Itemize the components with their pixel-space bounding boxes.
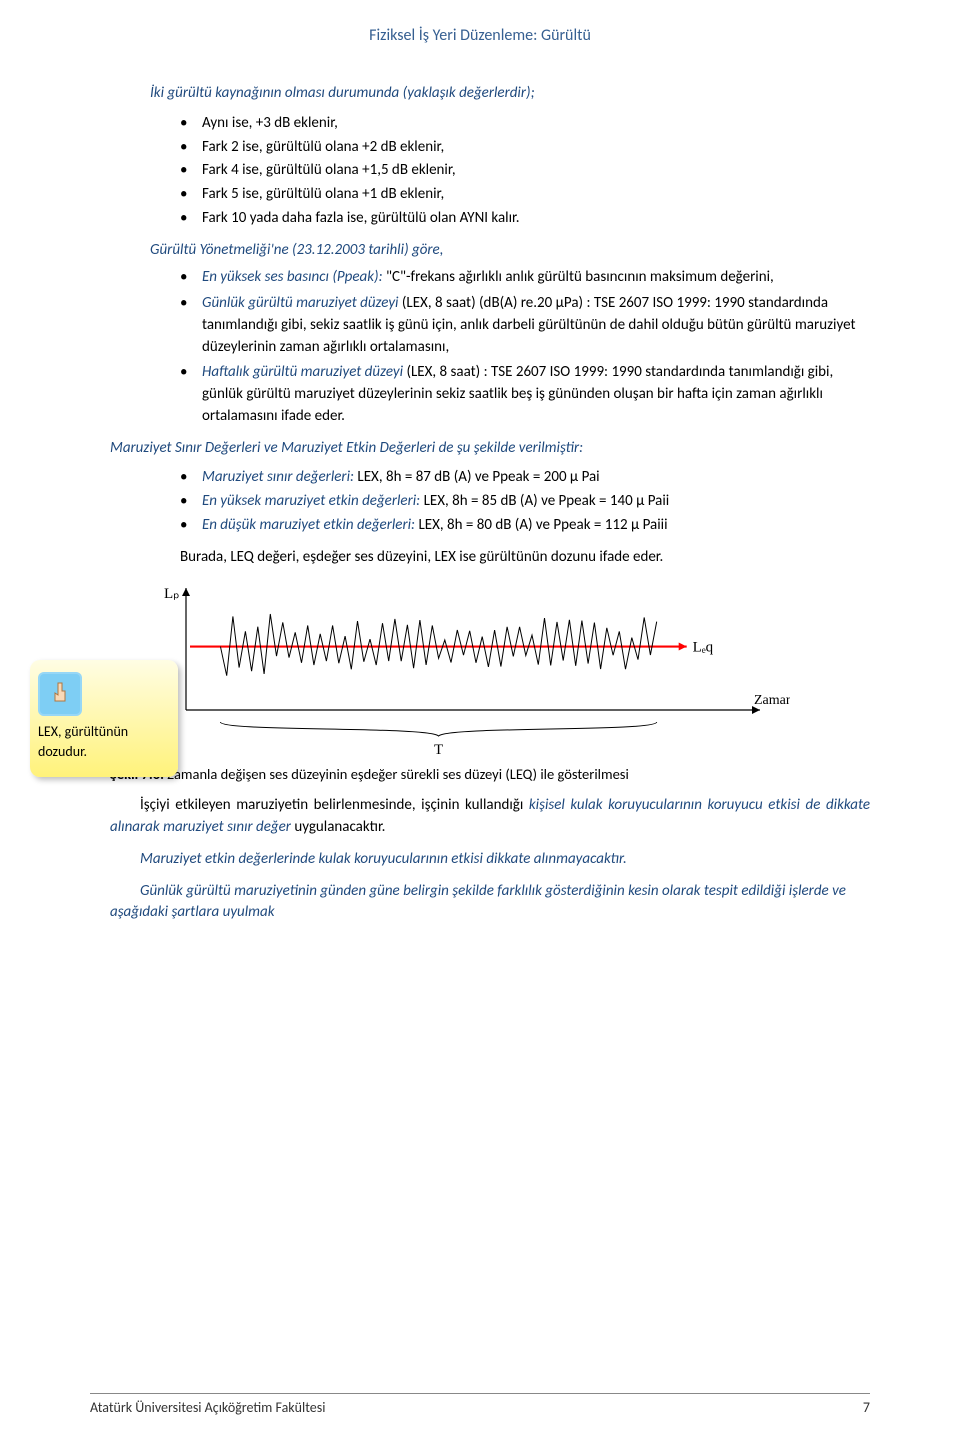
- values-list: Maruziyet sınır değerleri: LEX, 8h = 87 …: [180, 467, 870, 536]
- list-item-text: Fark 4 ise, gürültülü olana +1,5 dB ekle…: [202, 161, 456, 179]
- list-item: En düşük maruziyet etkin değerleri: LEX,…: [180, 515, 870, 537]
- list-item-rest: LEX, 8h = 80 dB (A) ve Ppeak = 112 µ Pai…: [418, 516, 667, 534]
- list-item-lead: En düşük maruziyet etkin değerleri:: [202, 516, 418, 534]
- list-item: Maruziyet sınır değerleri: LEX, 8h = 87 …: [180, 467, 870, 489]
- list-item: En yüksek maruziyet etkin değerleri: LEX…: [180, 491, 870, 513]
- leq-chart: Lₚ Zaman Lₑq T: [150, 576, 790, 756]
- list-item: Fark 5 ise, gürültülü olana +1 dB ekleni…: [180, 184, 870, 206]
- caption-rest: Zamanla değişen ses düzeyinin eşdeğer sü…: [164, 765, 629, 783]
- list-item-text: Fark 5 ise, gürültülü olana +1 dB ekleni…: [202, 185, 444, 203]
- page-header-title: Fiziksel İş Yeri Düzenleme: Gürültü: [90, 24, 870, 47]
- list-item: Aynı ise, +3 dB eklenir,: [180, 113, 870, 135]
- list-item-lead: En yüksek ses basıncı (Ppeak):: [202, 268, 386, 286]
- leq-chart-svg: Lₚ Zaman Lₑq T: [150, 576, 790, 756]
- list-item: Fark 2 ise, gürültülü olana +2 dB ekleni…: [180, 137, 870, 159]
- svg-text:Lₚ: Lₚ: [164, 586, 180, 602]
- sidebar-text: LEX, gürültünün dozudur.: [38, 722, 170, 763]
- page-footer: Atatürk Üniversitesi Açıköğretim Fakülte…: [90, 1393, 870, 1418]
- figure-caption: Şekil 7.6. Zamanla değişen ses düzeyinin…: [110, 764, 860, 785]
- list-item-text: Aynı ise, +3 dB eklenir,: [202, 114, 338, 132]
- paragraph-3: Günlük gürültü maruziyetinin günden güne…: [110, 881, 870, 925]
- list-item-rest: LEX, 8h = 85 dB (A) ve Ppeak = 140 µ Pai…: [424, 492, 670, 510]
- list-item-lead: Maruziyet sınır değerleri:: [202, 468, 357, 486]
- list-item: Haftalık gürültü maruziyet düzeyi (LEX, …: [180, 362, 870, 427]
- para1-post: uygulanacaktır.: [294, 818, 385, 836]
- list-item-lead: Günlük gürültü maruziyet düzeyi: [202, 294, 402, 312]
- bullet-list-1: Aynı ise, +3 dB eklenir, Fark 2 ise, gür…: [180, 113, 870, 230]
- list-item: En yüksek ses basıncı (Ppeak): "C"-freka…: [180, 267, 870, 289]
- leq-paragraph: Burada, LEQ değeri, eşdeğer ses düzeyini…: [150, 547, 870, 569]
- list-item: Fark 10 yada daha fazla ise, gürültülü o…: [180, 208, 870, 230]
- list-item-lead: En yüksek maruziyet etkin değerleri:: [202, 492, 424, 510]
- paragraph-2: Maruziyet etkin değerlerinde kulak koruy…: [110, 849, 870, 871]
- list-item: Günlük gürültü maruziyet düzeyi (LEX, 8 …: [180, 293, 870, 358]
- content: İki gürültü kaynağının olması durumunda …: [90, 83, 870, 924]
- list-item-rest: "C"-frekans ağırlıklı anlık gürültü bası…: [386, 268, 774, 286]
- document-page: Fiziksel İş Yeri Düzenleme: Gürültü İki …: [0, 0, 960, 1446]
- list-item-text: Fark 10 yada daha fazla ise, gürültülü o…: [202, 209, 520, 227]
- svg-text:Lₑq: Lₑq: [693, 640, 714, 656]
- bullet-list-2: En yüksek ses basıncı (Ppeak): "C"-freka…: [180, 267, 870, 427]
- section-intro: Maruziyet Sınır Değerleri ve Maruziyet E…: [110, 438, 870, 460]
- footer-left: Atatürk Üniversitesi Açıköğretim Fakülte…: [90, 1398, 325, 1418]
- svg-text:Zaman: Zaman: [754, 693, 790, 708]
- para1-pre: İşçiyi etkileyen maruziyetin belirlenmes…: [140, 796, 529, 814]
- list-item-rest: LEX, 8h = 87 dB (A) ve Ppeak = 200 µ Pai: [357, 468, 599, 486]
- regulation-line: Gürültü Yönetmeliği'ne (23.12.2003 tarih…: [150, 240, 870, 262]
- list-item-text: Fark 2 ise, gürültülü olana +2 dB ekleni…: [202, 138, 444, 156]
- list-item-lead: Haftalık gürültü maruziyet düzeyi: [202, 363, 406, 381]
- sidebar-callout: LEX, gürültünün dozudur.: [30, 660, 178, 777]
- paragraph-1: İşçiyi etkileyen maruziyetin belirlenmes…: [110, 795, 870, 839]
- pointer-icon: [38, 672, 82, 716]
- svg-text:T: T: [434, 742, 443, 756]
- footer-page-number: 7: [863, 1398, 870, 1418]
- intro-line: İki gürültü kaynağının olması durumunda …: [150, 83, 870, 105]
- list-item: Fark 4 ise, gürültülü olana +1,5 dB ekle…: [180, 160, 870, 182]
